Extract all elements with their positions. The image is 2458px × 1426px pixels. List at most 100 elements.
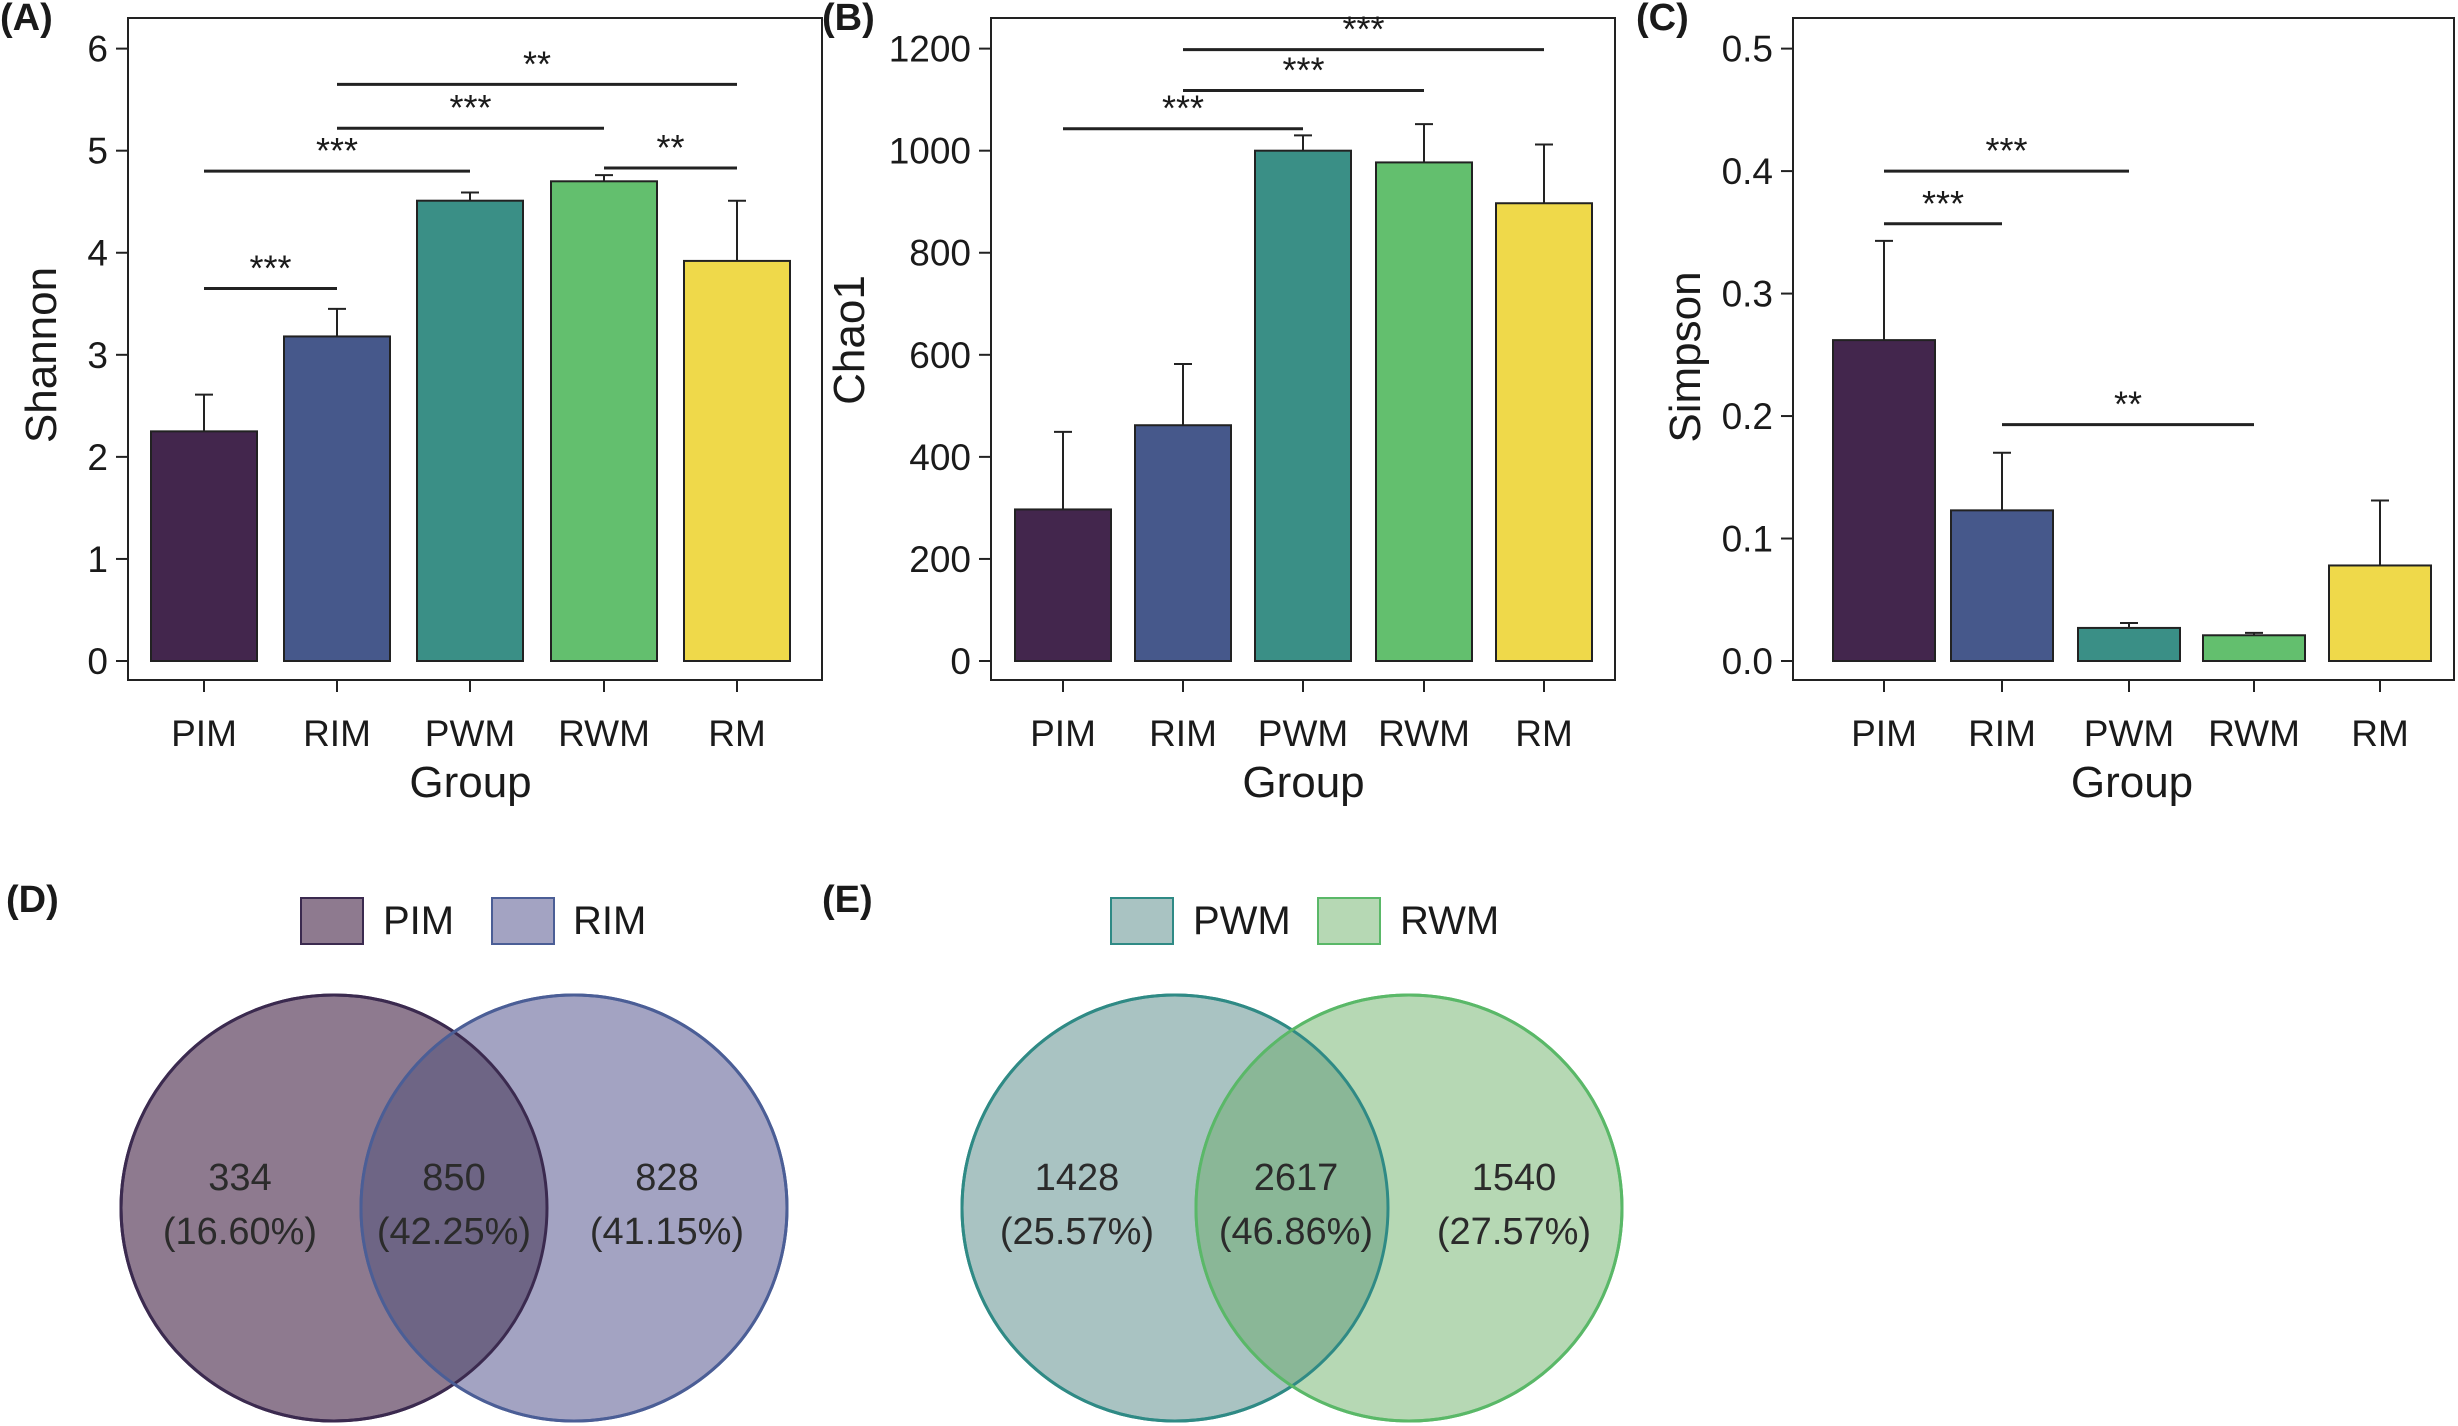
legend-swatch-rim — [491, 897, 555, 945]
legend-label-rwm: RWM — [1400, 899, 1499, 943]
y-tick-label: 1000 — [889, 131, 971, 172]
bar-rwm — [550, 180, 658, 663]
y-tick-label: 0.2 — [1722, 396, 1773, 437]
x-tick-label-rim: RIM — [1968, 713, 2036, 754]
x-axis-title: Group — [1242, 758, 1364, 807]
venn-outline-pim — [119, 993, 549, 1423]
panel-d-venn: (D) PIM RIM 334 (16.60%) 850 (42.25%) 82… — [6, 879, 789, 1423]
y-axis-title: Simpson — [1661, 271, 1710, 442]
x-tick-label-rm: RM — [708, 713, 766, 754]
x-tick-label-pwm: PWM — [1258, 713, 1348, 754]
venn-percent-pwm-rwm: (46.86%) — [1219, 1211, 1373, 1253]
legend-swatch-rwm — [1317, 897, 1381, 945]
bar-rm — [2328, 564, 2432, 662]
venn-count-rwm-only: 1540 — [1472, 1157, 1557, 1199]
y-tick-label: 600 — [909, 335, 971, 376]
bar-rim — [283, 335, 391, 662]
legend-label-pim: PIM — [383, 899, 454, 943]
venn-percent-pim-rim: (42.25%) — [377, 1211, 531, 1253]
y-tick-label: 200 — [909, 539, 971, 580]
x-tick-label-rim: RIM — [303, 713, 371, 754]
panel-label-e: (E) — [822, 879, 873, 921]
bar-rm — [683, 259, 791, 662]
y-axis-title: Chao1 — [825, 275, 874, 405]
x-tick-label-pim: PIM — [171, 713, 237, 754]
venn-count-pwm-only: 1428 — [1035, 1157, 1120, 1199]
significance-label: *** — [316, 130, 358, 171]
y-tick-label: 0 — [950, 641, 971, 682]
legend-swatch-pwm — [1110, 897, 1174, 945]
y-axis-title: Shannon — [17, 267, 66, 443]
y-tick-label: 0.0 — [1722, 641, 1773, 682]
x-axis-title: Group — [2071, 758, 2193, 807]
venn-overlap-pim-rim — [361, 1032, 547, 1384]
significance-label: *** — [249, 247, 291, 288]
y-tick-label: 400 — [909, 437, 971, 478]
venn-percent-rim-only: (41.15%) — [590, 1211, 744, 1253]
significance-label: *** — [1922, 183, 1964, 224]
y-tick-label: 4 — [87, 233, 108, 274]
panel-e-venn: (E) PWM RWM 1428 (25.57%) 2617 (46.86%) … — [822, 879, 1624, 1423]
y-tick-label: 6 — [87, 29, 108, 70]
bar-rwm — [2202, 634, 2306, 663]
panel-label-a: (A) — [0, 0, 53, 39]
venn-count-pwm-rwm: 2617 — [1254, 1157, 1339, 1199]
x-axis-title: Group — [409, 758, 531, 807]
x-tick-label-pim: PIM — [1030, 713, 1096, 754]
y-tick-label: 2 — [87, 437, 108, 478]
x-tick-label-rwm: RWM — [1378, 713, 1470, 754]
panel-b-chao1-chart: (B) 0 200 400 600 800 1000 1200 PIM RIM PWM RWM RM **… — [822, 0, 1616, 807]
venn-percent-pwm-only: (25.57%) — [1000, 1211, 1154, 1253]
significance-label: *** — [449, 87, 491, 128]
panel-label-c: (C) — [1636, 0, 1689, 39]
y-tick-label: 800 — [909, 233, 971, 274]
y-tick-label: 1 — [87, 539, 108, 580]
venn-percent-rwm-only: (27.57%) — [1437, 1211, 1591, 1253]
x-tick-label-rim: RIM — [1149, 713, 1217, 754]
venn-outline-rim — [359, 993, 789, 1423]
x-tick-label-rm: RM — [1515, 713, 1573, 754]
bar-rm — [1495, 202, 1593, 662]
x-tick-label-pwm: PWM — [425, 713, 515, 754]
plot-frame — [127, 17, 823, 681]
y-tick-label: 0.5 — [1722, 29, 1773, 70]
y-tick-label: 0 — [87, 641, 108, 682]
bar-pim — [1832, 339, 1936, 662]
x-tick-label-rm: RM — [2351, 713, 2409, 754]
y-tick-label: 0.4 — [1722, 151, 1773, 192]
legend-swatch-pim — [300, 897, 364, 945]
x-tick-label-pwm: PWM — [2084, 713, 2174, 754]
bar-pim — [150, 430, 258, 662]
plot-frame — [1792, 17, 2455, 681]
significance-label: ** — [2114, 384, 2142, 425]
significance-label: ** — [656, 127, 684, 168]
y-tick-label: 0.1 — [1722, 519, 1773, 560]
significance-label: *** — [1985, 130, 2027, 171]
venn-outline-pwm — [960, 993, 1390, 1423]
bar-rim — [1134, 424, 1232, 662]
venn-overlap-pwm-rwm — [1196, 1030, 1388, 1386]
venn-percent-pim-only: (16.60%) — [163, 1211, 317, 1253]
bar-rim — [1950, 509, 2054, 662]
legend-label-rim: RIM — [573, 899, 646, 943]
y-tick-label: 3 — [87, 335, 108, 376]
bar-pwm — [2077, 626, 2181, 663]
bar-pwm — [1254, 149, 1352, 663]
panel-label-d: (D) — [6, 879, 59, 921]
significance-label: *** — [1162, 88, 1204, 129]
x-tick-label-rwm: RWM — [2208, 713, 2300, 754]
bar-pwm — [416, 199, 524, 662]
significance-label: *** — [1282, 49, 1324, 90]
significance-label: ** — [523, 43, 551, 84]
x-tick-label-pim: PIM — [1851, 713, 1917, 754]
y-tick-label: 1200 — [889, 29, 971, 70]
x-tick-label-rwm: RWM — [558, 713, 650, 754]
venn-count-rim-only: 828 — [635, 1157, 698, 1199]
venn-count-pim-rim: 850 — [422, 1157, 485, 1199]
panel-label-b: (B) — [822, 0, 875, 39]
significance-label: *** — [1342, 9, 1384, 50]
venn-count-pim-only: 334 — [208, 1157, 271, 1199]
